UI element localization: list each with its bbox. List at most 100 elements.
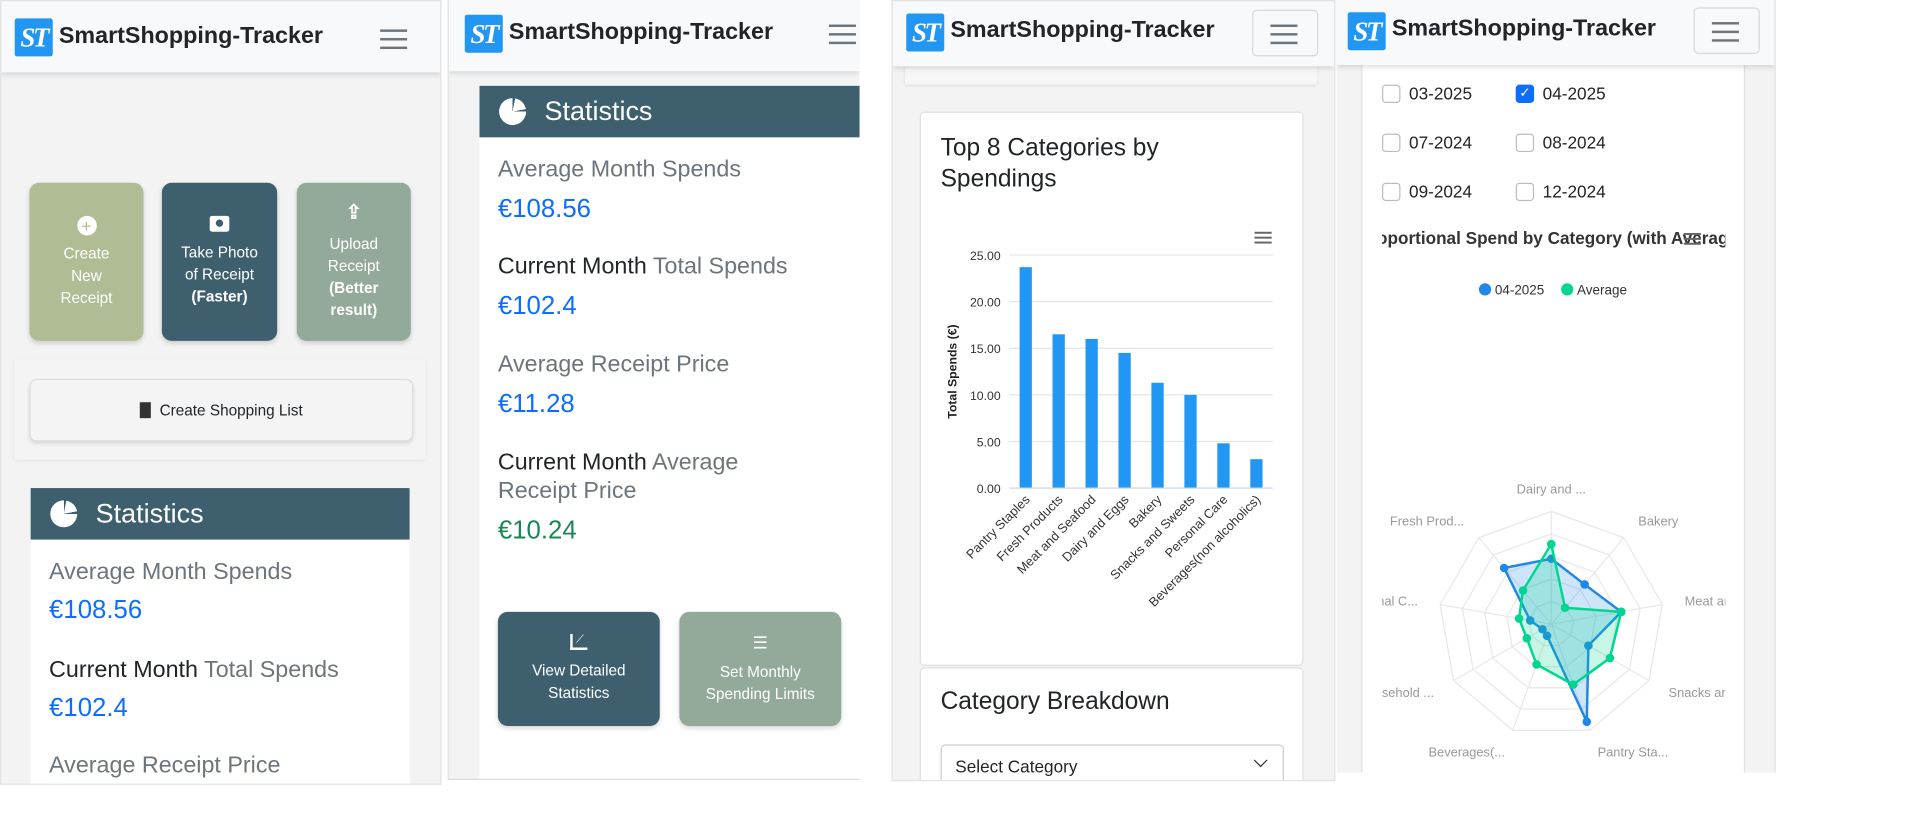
statistics-card: Statistics Average Month Spends €108.56 …	[479, 85, 860, 779]
navbar: ST SmartShopping-Tracker	[1, 1, 441, 73]
radar-axis-label: Bakery	[1638, 513, 1679, 528]
bar[interactable]	[1085, 338, 1098, 489]
cur-month-total-value: €102.4	[49, 694, 128, 723]
bar[interactable]	[1052, 334, 1065, 489]
radar-point[interactable]	[1514, 614, 1524, 623]
radar-axis	[1512, 623, 1552, 731]
month-checkbox-09-2024[interactable]	[1382, 182, 1401, 202]
upload-icon: ⇪	[345, 201, 363, 223]
cur-month-avg-value: €10.24	[497, 516, 577, 545]
radar-point[interactable]	[1499, 563, 1509, 573]
app-logo[interactable]: ST	[464, 14, 503, 53]
radar-axis-label: Meat and ...	[1685, 594, 1726, 609]
month-label: 12-2024	[1542, 181, 1606, 202]
take-photo-label: Take Photo of Receipt	[181, 244, 258, 284]
avg-month-label: Average Month Spends	[49, 559, 293, 585]
legend-label[interactable]: Average	[1577, 282, 1627, 297]
radar-point[interactable]	[1518, 586, 1528, 595]
radar-point[interactable]	[1616, 607, 1626, 617]
statistics-title: Statistics	[544, 95, 653, 127]
radar-point[interactable]	[1584, 641, 1593, 650]
bar[interactable]	[1151, 382, 1164, 489]
app-logo[interactable]: ST	[14, 18, 53, 57]
upload-receipt-note: (Better result)	[329, 278, 379, 319]
view-detailed-statistics-button[interactable]: ⟋ View Detailed Statistics	[497, 611, 660, 726]
month-checkbox-03-2025[interactable]	[1382, 84, 1401, 104]
app-title[interactable]: SmartShopping-Tracker	[58, 23, 323, 50]
hamburger-menu-icon[interactable]	[380, 29, 408, 50]
upload-receipt-button[interactable]: ⇪ Upload Receipt (Better result)	[296, 182, 411, 341]
app-logo[interactable]: ST	[1347, 12, 1386, 51]
statistics-header: Statistics	[479, 85, 860, 138]
avg-receipt-text: Average Receipt Price	[497, 450, 739, 505]
cur-month-total-value: €102.4	[497, 291, 577, 321]
legend-label[interactable]: 04-2025	[1495, 282, 1544, 297]
radar-point[interactable]	[1522, 633, 1532, 643]
line-chart-icon: ⟋	[570, 633, 588, 650]
bar[interactable]	[1118, 352, 1131, 489]
radar-point[interactable]	[1582, 717, 1592, 727]
category-select[interactable]: Select Category	[940, 744, 1284, 780]
radar-grid-ring	[1461, 533, 1641, 710]
avg-receipt-value: €11.28	[497, 389, 575, 419]
app-logo[interactable]: ST	[906, 13, 945, 52]
app-title[interactable]: SmartShopping-Tracker	[950, 17, 1215, 43]
category-breakdown-card: Category Breakdown Select Category	[919, 667, 1304, 780]
chevron-down-icon	[1253, 753, 1268, 768]
total-spends-text: Total Spends	[652, 253, 788, 280]
cur-month-avg-label: Current Month Average Receipt Price	[498, 449, 792, 505]
radar-point[interactable]	[1580, 580, 1589, 589]
bar[interactable]	[1019, 267, 1032, 489]
bar[interactable]	[1184, 394, 1197, 489]
month-checkbox-07-2024[interactable]	[1382, 133, 1401, 153]
radar-point[interactable]	[1605, 653, 1615, 663]
radar-point[interactable]	[1525, 616, 1535, 625]
legend-marker[interactable]	[1478, 283, 1492, 296]
radar-point[interactable]	[1560, 603, 1570, 613]
hamburger-menu-icon[interactable]	[828, 24, 856, 45]
radar-grid-ring	[1506, 578, 1597, 668]
take-photo-button[interactable]: Take Photo of Receipt (Faster)	[161, 182, 278, 341]
hamburger-menu-button[interactable]	[1693, 7, 1760, 54]
radar-point[interactable]	[1546, 539, 1556, 549]
month-checkbox-08-2024[interactable]	[1515, 133, 1535, 153]
radar-axis-label: Personal C...	[1382, 594, 1418, 609]
create-shopping-list-label: Create Shopping List	[159, 401, 303, 419]
statistics-card: Statistics Average Month Spends €108.56 …	[30, 488, 410, 784]
month-label: 03-2025	[1409, 83, 1473, 104]
bar[interactable]	[1217, 443, 1230, 489]
set-spending-limits-button[interactable]: ☰ Set Monthly Spending Limits	[679, 611, 842, 726]
chart-menu-icon[interactable]	[1254, 231, 1272, 244]
month-checkbox-04-2025[interactable]: ✓	[1515, 84, 1535, 104]
sliders-icon: ☰	[752, 632, 769, 652]
radar-title: Proportional Spend by Category (with Ave…	[1382, 228, 1725, 248]
plus-circle-icon: +	[76, 215, 97, 235]
radar-axis-label: Fresh Prod...	[1390, 513, 1464, 528]
radar-point[interactable]	[1568, 680, 1578, 689]
radar-point[interactable]	[1532, 660, 1541, 669]
radar-axis	[1551, 603, 1663, 625]
avg-month-value: €108.56	[49, 595, 143, 625]
previous-card-bottom	[905, 62, 1318, 85]
radar-chart-container: Proportional Spend by Category (with Ave…	[1382, 208, 1725, 772]
radar-point[interactable]	[1542, 631, 1552, 641]
radar-grid-ring	[1483, 555, 1619, 689]
panel-categories: ST SmartShopping-Tracker Top 8 Categorie…	[891, 0, 1336, 782]
app-title[interactable]: SmartShopping-Tracker	[1391, 15, 1656, 42]
top-categories-card: Top 8 Categories by Spendings 0.00 5.00 10…	[919, 111, 1304, 666]
legend-marker[interactable]	[1561, 283, 1574, 296]
create-shopping-list-button[interactable]: Create Shopping List	[29, 378, 414, 442]
month-label: 08-2024	[1542, 132, 1606, 153]
month-checkbox-12-2024[interactable]	[1515, 182, 1535, 202]
radar-point[interactable]	[1538, 624, 1547, 634]
app-title[interactable]: SmartShopping-Tracker	[508, 19, 774, 46]
month-label: 04-2025	[1542, 83, 1606, 104]
cur-month-total-label: Current Month Total Spends	[49, 657, 339, 684]
hamburger-menu-button[interactable]	[1252, 9, 1319, 57]
chart-menu-icon[interactable]	[1683, 232, 1701, 245]
create-receipt-button[interactable]: + Create New Receipt	[29, 182, 144, 341]
y-tick-label: 5.00	[977, 435, 1001, 449]
radar-axis-label: Dairy and ...	[1517, 482, 1586, 497]
radar-chart: Proportional Spend by Category (with Ave…	[1382, 228, 1726, 759]
bar[interactable]	[1250, 459, 1263, 489]
